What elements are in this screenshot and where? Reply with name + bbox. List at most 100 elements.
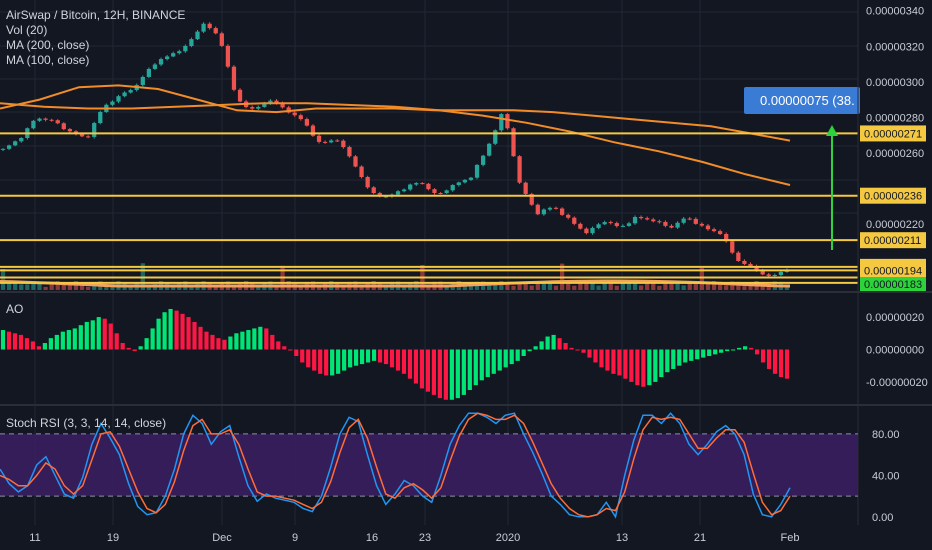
candle-body [693, 218, 698, 224]
volume-bar [535, 283, 540, 290]
candle-body [450, 184, 455, 191]
horizontal-levels[interactable] [0, 132, 858, 284]
ao-bar [132, 349, 137, 352]
time-tick: Feb [781, 532, 800, 544]
price-axis[interactable]: 0.00000340 0.00000320 0.00000300 0.00000280… [860, 6, 928, 524]
time-tick: 11 [29, 532, 40, 544]
ao-bar [228, 336, 233, 350]
indicator-volume[interactable]: Vol (20) [6, 23, 48, 37]
ao-bar [72, 328, 77, 350]
stoch-tick: 40.00 [872, 470, 900, 482]
volume-bar [669, 281, 674, 290]
candle-body [195, 31, 200, 40]
ao-bar [611, 349, 616, 374]
volume-bar [705, 283, 711, 290]
volume-bar [468, 285, 474, 290]
volume-bar [572, 285, 577, 290]
ao-bar [96, 317, 101, 350]
candle-body [578, 223, 583, 229]
candle-body [0, 148, 6, 150]
ao-tick: 0.00000000 [866, 345, 924, 357]
volume-bar [675, 283, 680, 290]
candle-body [128, 90, 133, 93]
candle-body [675, 222, 680, 228]
volume-bar [742, 286, 747, 290]
candle-body [329, 140, 334, 143]
stoch-d-line[interactable] [0, 412, 791, 518]
time-tick: 2020 [496, 532, 520, 544]
ao-bar [108, 323, 113, 350]
ao-bar [641, 349, 646, 387]
ao-bar [647, 349, 652, 386]
ao-title[interactable]: AO [6, 302, 24, 316]
stoch-k-line[interactable] [0, 412, 791, 519]
volume-bar [383, 286, 389, 290]
time-tick: 13 [616, 532, 628, 544]
ao-bar [754, 349, 760, 355]
ma-100-line[interactable] [0, 84, 791, 142]
candle-body [456, 182, 461, 185]
price-tick: 0.00000320 [866, 41, 924, 53]
ao-bar [42, 343, 47, 350]
candles[interactable] [0, 22, 790, 278]
level-price-label: 0.00000211 [864, 235, 921, 247]
volume-bar [37, 282, 42, 290]
ao-bar [473, 349, 478, 386]
ao-bar [150, 328, 155, 350]
candle-body [699, 223, 705, 226]
indicator-ma-200[interactable]: MA (200, close) [6, 38, 90, 52]
ao-bar [701, 349, 706, 358]
level-price-box [860, 187, 926, 204]
volume-bar [632, 283, 638, 290]
volume-bar [104, 284, 109, 290]
ao-bar [389, 349, 395, 368]
measure-tool[interactable]: 0.00000075 (38. [744, 87, 860, 250]
candle-body [742, 260, 747, 264]
ao-bar [294, 349, 299, 356]
candle-body [566, 214, 571, 218]
volume-bar [590, 283, 595, 290]
volume-bar [359, 285, 364, 290]
volume-bar [256, 286, 261, 290]
ao-bar [354, 349, 359, 366]
volume-bar [626, 281, 632, 290]
ao-histogram[interactable] [0, 308, 790, 400]
ao-bar [258, 326, 263, 350]
symbol-title[interactable]: AirSwap / Bitcoin, 12H, BINANCE [6, 8, 186, 22]
volume-bar [724, 285, 729, 290]
candle-body [572, 217, 577, 224]
ma-200-line[interactable] [0, 102, 791, 186]
candle-body [395, 191, 401, 195]
stoch-title[interactable]: Stoch RSI (3, 3, 14, 14, close) [6, 416, 167, 430]
current-price-box [860, 277, 926, 291]
ao-bar [772, 349, 778, 374]
candle-body [541, 209, 547, 215]
ao-bar [60, 331, 65, 350]
candle-body [19, 137, 24, 142]
candle-body [85, 136, 91, 138]
ao-bar [18, 334, 24, 350]
ao-bar [138, 346, 143, 350]
volume-bar [487, 285, 492, 290]
volume-bar [566, 281, 571, 290]
ao-bar [539, 341, 544, 350]
ao-bar [479, 349, 484, 381]
volume-bar [213, 286, 218, 290]
volume-bar [748, 282, 753, 290]
candle-body [189, 39, 194, 46]
indicator-ma-100[interactable]: MA (100, close) [6, 53, 90, 67]
candle-body [310, 125, 316, 136]
volume-bar [444, 285, 449, 290]
candle-body [772, 274, 777, 276]
ao-bar [120, 343, 125, 350]
candle-body [225, 45, 231, 67]
candle-body [760, 270, 765, 275]
candle-body [6, 145, 12, 149]
ao-bar [407, 349, 413, 379]
ao-bar [749, 347, 754, 350]
volume-bar [645, 281, 650, 290]
time-axis[interactable]: 11 19 Dec 9 16 23 2020 13 21 Feb [29, 532, 799, 544]
ao-bar [330, 349, 335, 376]
volume-bar [663, 283, 668, 290]
